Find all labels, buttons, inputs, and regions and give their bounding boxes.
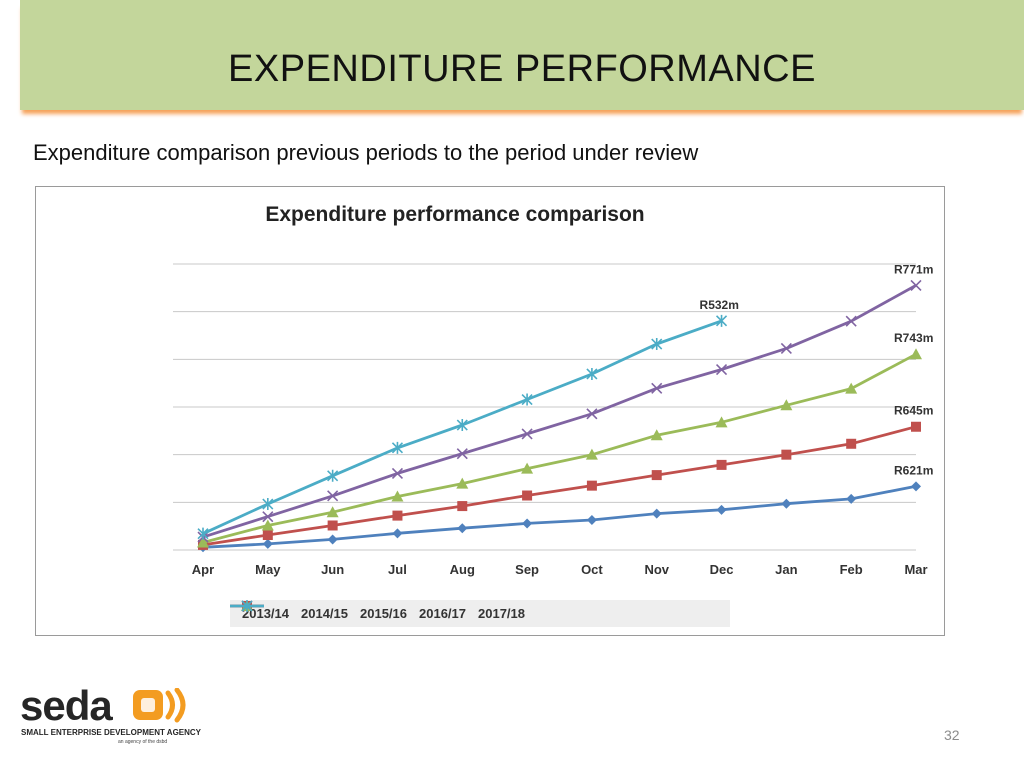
legend-label: 2015/16 (360, 606, 407, 621)
data-point (780, 342, 792, 355)
x-tick-label: May (255, 562, 281, 577)
data-point (586, 515, 597, 526)
data-point (241, 600, 253, 612)
data-point (392, 528, 403, 539)
series-line-2015/16 (202, 352, 917, 544)
data-label: R743m (894, 331, 933, 345)
data-point (391, 467, 404, 479)
x-tick-label: Dec (710, 562, 734, 577)
data-point (197, 527, 209, 540)
x-tick-label: Mar (904, 562, 927, 577)
data-point (456, 448, 468, 460)
x-tick-label: Sep (515, 562, 539, 577)
data-point (326, 506, 339, 518)
x-tick-label: Feb (840, 562, 863, 577)
legend-label: 2016/17 (419, 606, 466, 621)
data-point (781, 498, 792, 509)
data-point (780, 399, 793, 411)
data-point (522, 518, 533, 529)
data-point (392, 510, 403, 521)
legend-label: 2017/18 (478, 606, 525, 621)
legend-item: 2017/18 (230, 600, 525, 621)
page-number: 32 (944, 727, 960, 743)
data-point (845, 382, 858, 394)
data-point (845, 315, 857, 327)
data-point (715, 416, 728, 428)
data-point (651, 470, 662, 481)
data-point (522, 490, 533, 501)
logo-tagline: an agency of the dsbd (118, 739, 168, 745)
x-tick-label: Nov (644, 562, 669, 577)
x-tick-label: Apr (192, 562, 214, 577)
line-chart: Apr May Jun Jul Aug Sep Oct Nov Dec Jan Feb Mar R532… (173, 262, 933, 577)
x-tick-label: Jun (321, 562, 344, 577)
data-point (585, 448, 598, 460)
slide-header: EXPENDITURE PERFORMANCE (20, 0, 1024, 110)
data-point (716, 504, 727, 515)
data-point (716, 459, 727, 470)
data-point (651, 508, 662, 519)
data-point (846, 438, 857, 449)
x-tick-label: Aug (450, 562, 475, 577)
data-point (521, 393, 533, 406)
data-point (586, 367, 598, 380)
data-point (457, 523, 468, 534)
data-point (911, 481, 921, 492)
chart-frame: Expenditure performance comparison Apr Ma… (35, 186, 945, 636)
legend-item: 2014/15 (230, 601, 348, 621)
data-point (781, 449, 792, 460)
slide-subtitle: Expenditure comparison previous periods … (33, 140, 699, 165)
x-tick-label: Jul (388, 562, 407, 577)
data-point (910, 279, 922, 292)
logo-agency-name: SMALL ENTERPRISE DEVELOPMENT AGENCY (21, 728, 202, 737)
legend-swatch (230, 600, 264, 612)
data-label: R771m (894, 262, 933, 276)
data-point (586, 408, 598, 420)
series-line-2016/17 (202, 284, 917, 539)
data-point (391, 441, 404, 454)
data-point (456, 419, 468, 432)
data-point (846, 493, 857, 504)
data-point (911, 421, 921, 432)
data-point (715, 314, 728, 327)
data-point (715, 363, 728, 376)
logo-signal-icon (133, 688, 186, 723)
x-tick-label: Jan (775, 562, 797, 577)
data-point (261, 519, 274, 531)
data-point (910, 348, 922, 360)
data-point (327, 520, 338, 531)
data-label: R621m (894, 463, 933, 477)
data-point (457, 501, 468, 512)
data-point (262, 511, 274, 523)
legend-item: 2015/16 (230, 600, 407, 621)
data-point (651, 338, 663, 351)
legend-label: 2013/14 (242, 606, 289, 621)
series-line-2013/14 (202, 484, 917, 549)
legend-label: 2014/15 (301, 606, 348, 621)
data-point (521, 428, 533, 440)
data-label: R532m (700, 298, 739, 312)
slide-title: EXPENDITURE PERFORMANCE (228, 48, 816, 90)
data-point (262, 498, 274, 511)
chart-legend: 2013/14 2014/15 2015/16 2016/17 2017/18 (230, 600, 730, 627)
chart-title: Expenditure performance comparison (265, 203, 645, 226)
data-point (197, 536, 209, 548)
seda-logo: seda SMALL ENTERPRISE DEVELOPMENT AGENCY… (20, 682, 201, 748)
data-point (521, 462, 534, 474)
data-point (327, 534, 338, 545)
data-point (327, 469, 339, 482)
series-line-2014/15 (202, 425, 917, 547)
data-point (651, 382, 663, 394)
data-point (391, 490, 404, 502)
data-point (650, 429, 663, 441)
data-label: R645m (894, 404, 933, 418)
data-point (456, 477, 469, 489)
logo-wordmark: seda (20, 682, 113, 729)
data-point (327, 490, 339, 502)
data-point (586, 480, 597, 491)
data-point (262, 530, 273, 541)
legend-item: 2016/17 (230, 600, 466, 621)
x-tick-label: Oct (581, 562, 603, 577)
data-point (262, 538, 273, 549)
